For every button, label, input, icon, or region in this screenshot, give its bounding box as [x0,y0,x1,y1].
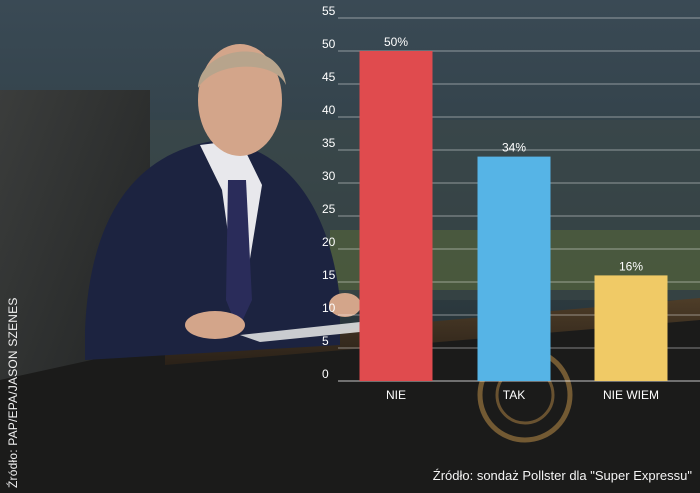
y-tick-label: 25 [322,202,336,216]
y-tick-label: 40 [322,103,336,117]
y-axis-ticks: 0 5 10 15 20 25 30 35 40 45 50 55 [322,4,336,381]
y-tick-label: 55 [322,4,336,18]
bar [477,156,551,381]
y-tick-label: 15 [322,268,336,282]
y-tick-label: 20 [322,235,336,249]
speaker-figure [85,44,361,360]
data-label: 34% [502,141,526,155]
data-label: 16% [619,259,643,273]
x-axis-categories: NIE TAK NIE WIEM [386,388,659,402]
y-tick-label: 30 [322,169,336,183]
y-tick-label: 50 [322,37,336,51]
category-label: TAK [503,388,525,402]
y-tick-label: 0 [322,367,329,381]
category-label: NIE [386,388,406,402]
bar [594,275,668,381]
category-label: NIE WIEM [603,388,659,402]
y-tick-label: 10 [322,301,336,315]
data-labels: 50% 34% 16% [384,35,643,273]
bar [359,51,433,381]
y-tick-label: 45 [322,70,336,84]
photo-credit: Źródło: PAP/EPA/JASON SZENES [6,297,20,488]
bars [359,51,668,381]
y-tick-label: 35 [322,136,336,150]
data-label: 50% [384,35,408,49]
source-note: Źródło: sondaż Pollster dla "Super Expre… [432,468,692,483]
y-tick-label: 5 [322,334,329,348]
